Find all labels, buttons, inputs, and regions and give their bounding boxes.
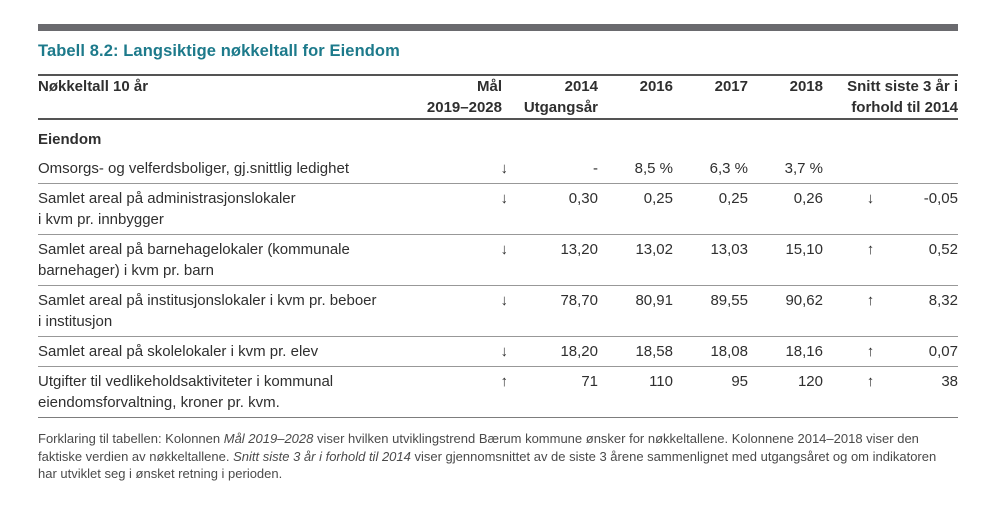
table-title: Tabell 8.2: Langsiktige nøkkeltall for E… (38, 42, 400, 60)
goal-arrow-icon: ↓ (423, 154, 508, 184)
value-2018: 120 (748, 366, 823, 418)
row-label: Samlet areal på barnehagelokaler (kommun… (38, 234, 423, 286)
value-2014: 13,20 (508, 234, 598, 286)
value-2017: 0,25 (673, 183, 748, 235)
footnote-text: Forklaring til tabellen: Kolonnen (38, 431, 224, 446)
snitt-value: 8,32 (918, 285, 958, 337)
row-label: Samlet areal på institusjonslokaler i kv… (38, 285, 423, 337)
value-2017: 89,55 (673, 285, 748, 337)
goal-arrow-icon: ↓ (423, 234, 508, 286)
header-nokkeltall: Nøkkeltall 10 år (38, 74, 423, 120)
table-row: Samlet areal på institusjonslokaler i kv… (38, 285, 958, 337)
table-row: Omsorgs- og velferdsboliger, gj.snittlig… (38, 154, 958, 184)
snitt-arrow-icon: ↑ (823, 234, 918, 286)
header-2017: 2017 (673, 74, 748, 120)
header-goal: Mål 2019–2028 (423, 74, 508, 120)
row-label: Utgifter til vedlikeholdsaktiviteter i k… (38, 366, 423, 418)
value-2016: 8,5 % (598, 154, 673, 184)
snitt-arrow-icon: ↓ (823, 183, 918, 235)
snitt-value: -0,05 (918, 183, 958, 235)
table-row: Samlet areal på skolelokaler i kvm pr. e… (38, 336, 958, 367)
snitt-value (918, 154, 958, 184)
row-label: Omsorgs- og velferdsboliger, gj.snittlig… (38, 154, 423, 184)
footnote-italic-snitt: Snitt siste 3 år i forhold til 2014 (233, 448, 411, 464)
goal-arrow-icon: ↓ (423, 183, 508, 235)
snitt-value: 38 (918, 366, 958, 418)
section-divider-bar (38, 24, 958, 31)
row-label: Samlet areal på skolelokaler i kvm pr. e… (38, 336, 423, 367)
value-2017: 18,08 (673, 336, 748, 367)
goal-arrow-icon: ↓ (423, 336, 508, 367)
table-footnote: Forklaring til tabellen: Kolonnen Mål 20… (38, 430, 958, 483)
table-row: Samlet areal på administrasjonslokaler i… (38, 183, 958, 235)
value-2018: 3,7 % (748, 154, 823, 184)
value-2014: - (508, 154, 598, 184)
snitt-arrow-icon: ↑ (823, 285, 918, 337)
value-2018: 0,26 (748, 183, 823, 235)
value-2014: 71 (508, 366, 598, 418)
header-2018: 2018 (748, 74, 823, 120)
snitt-arrow-icon: ↑ (823, 366, 918, 418)
value-2018: 18,16 (748, 336, 823, 367)
snitt-arrow-icon (823, 154, 918, 184)
header-2014: 2014 Utgangsår (508, 74, 598, 120)
value-2014: 18,20 (508, 336, 598, 367)
footnote-text: viser gjennomsnittet av de siste 3 årene… (38, 448, 937, 482)
value-2014: 0,30 (508, 183, 598, 235)
goal-arrow-icon: ↓ (423, 285, 508, 337)
table-header-row: Nøkkeltall 10 år Mål 2019–2028 2014 Utga… (38, 74, 958, 120)
section-row-eiendom: Eiendom (38, 119, 958, 154)
goal-arrow-icon: ↑ (423, 366, 508, 418)
snitt-value: 0,52 (918, 234, 958, 286)
value-2017: 6,3 % (673, 154, 748, 184)
section-label: Eiendom (38, 131, 102, 148)
snitt-arrow-icon: ↑ (823, 336, 918, 367)
snitt-value: 0,07 (918, 336, 958, 367)
value-2016: 0,25 (598, 183, 673, 235)
header-label-text: Nøkkeltall 10 år (38, 78, 149, 95)
value-2017: 95 (673, 366, 748, 418)
value-2016: 80,91 (598, 285, 673, 337)
footnote-italic-goal: Mål 2019–2028 (223, 431, 314, 446)
row-label: Samlet areal på administrasjonslokaler i… (38, 183, 423, 235)
header-2016: 2016 (598, 74, 673, 120)
table-row: Samlet areal på barnehagelokaler (kommun… (38, 234, 958, 286)
header-snitt: Snitt siste 3 år i forhold til 2014 (823, 74, 958, 120)
table-row: Utgifter til vedlikeholdsaktiviteter i k… (38, 366, 958, 418)
value-2016: 110 (598, 366, 673, 418)
value-2014: 78,70 (508, 285, 598, 337)
value-2016: 18,58 (598, 336, 673, 367)
value-2017: 13,03 (673, 234, 748, 286)
document-content: Tabell 8.2: Langsiktige nøkkeltall for E… (38, 24, 958, 483)
value-2018: 90,62 (748, 285, 823, 337)
value-2016: 13,02 (598, 234, 673, 286)
footnote-text: viser hvilken utviklingstrend Bærum komm… (38, 431, 919, 464)
key-figures-table: Nøkkeltall 10 år Mål 2019–2028 2014 Utga… (38, 74, 958, 418)
value-2018: 15,10 (748, 234, 823, 286)
